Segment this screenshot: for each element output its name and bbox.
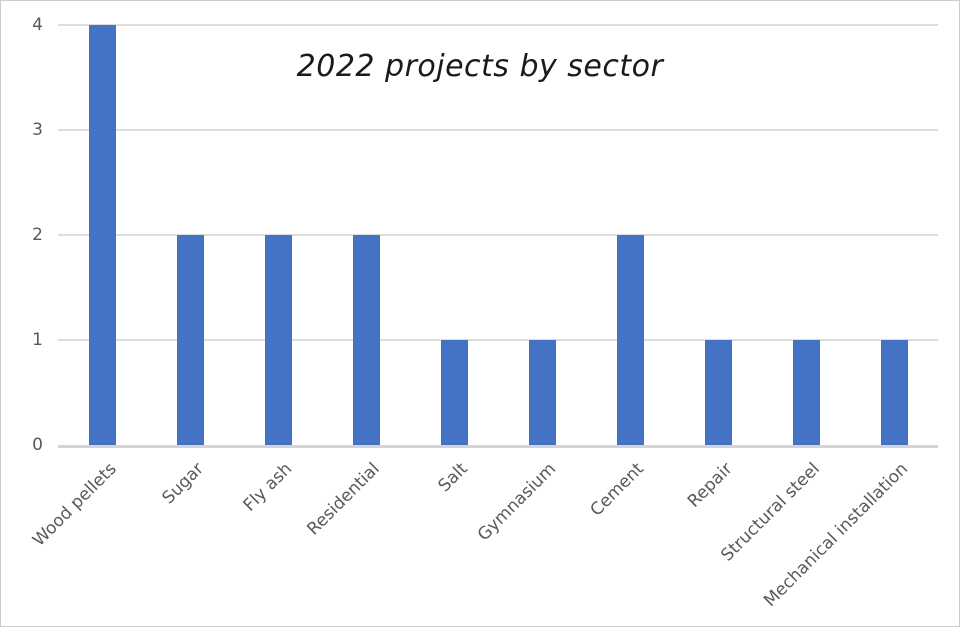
y-tick-label-0: 0: [32, 435, 43, 455]
chart-title: 2022 projects by sector: [296, 49, 664, 84]
bar-structural-steel: [792, 340, 820, 445]
y-tick-label-4: 4: [32, 15, 43, 35]
gridline-2: [58, 234, 938, 236]
bar-sugar: [176, 235, 204, 445]
bar-wood-pellets: [88, 25, 116, 445]
x-axis-line: [58, 445, 938, 448]
x-label-wood-pellets: Wood pellets: [28, 459, 121, 551]
x-label-gymnasium: Gymnasium: [473, 459, 561, 546]
x-label-mechanical-installation: Mechanical installation: [760, 459, 913, 611]
bar-fly-ash: [264, 235, 292, 445]
gridline-4: [58, 24, 938, 26]
gridline-1: [58, 339, 938, 341]
gridline-3: [58, 129, 938, 131]
y-tick-label-1: 1: [32, 330, 43, 350]
x-label-sugar: Sugar: [158, 459, 209, 509]
x-label-salt: Salt: [434, 459, 473, 497]
bar-cement: [616, 235, 644, 445]
x-label-residential: Residential: [303, 459, 385, 540]
x-label-fly-ash: Fly ash: [239, 459, 297, 516]
y-tick-label-3: 3: [32, 120, 43, 140]
plot-area: [58, 24, 938, 448]
bar-repair: [704, 340, 732, 445]
bar-mechanical-installation: [880, 340, 908, 445]
bar-salt: [440, 340, 468, 445]
bar-residential: [352, 235, 380, 445]
x-label-cement: Cement: [586, 459, 649, 521]
bar-gymnasium: [528, 340, 556, 445]
y-tick-label-2: 2: [32, 225, 43, 245]
x-label-repair: Repair: [683, 459, 737, 512]
